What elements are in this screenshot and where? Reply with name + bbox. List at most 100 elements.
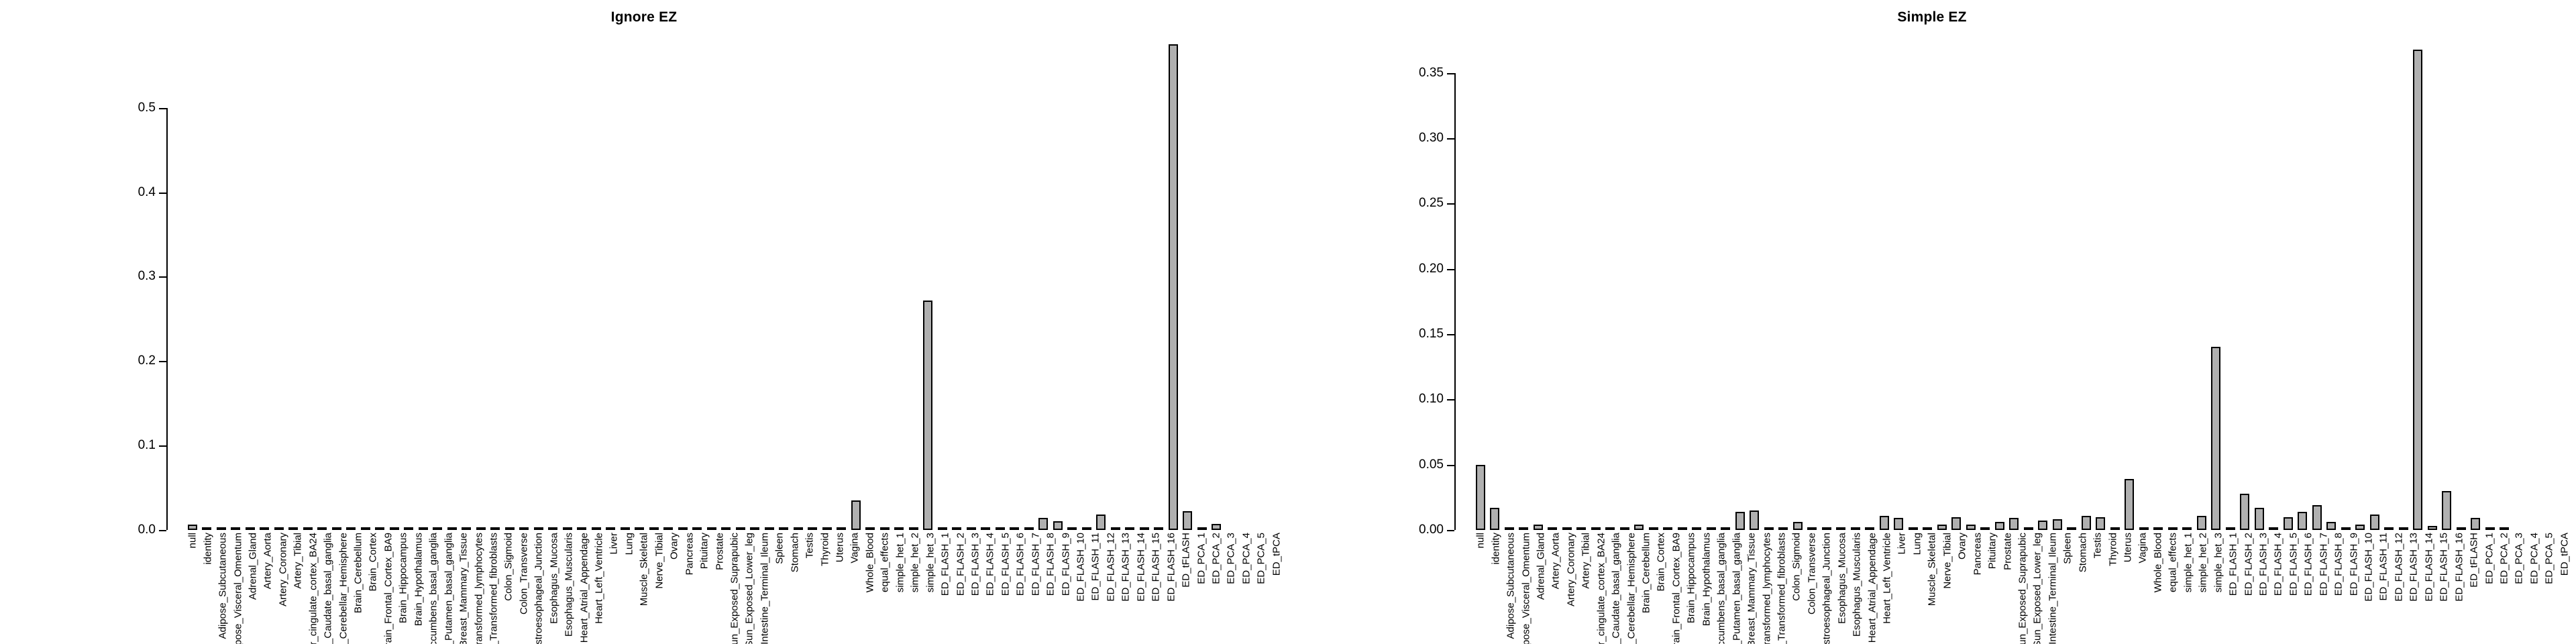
x-axis-tick-label: Cells_Transformed_fibroblasts bbox=[488, 533, 500, 644]
x-axis-tick-label: ED_FLASH_10 bbox=[2363, 533, 2375, 602]
bar bbox=[1591, 527, 1601, 530]
x-axis-tick-label: Artery_Tibial bbox=[292, 533, 304, 589]
bar bbox=[1490, 507, 1500, 530]
bar bbox=[2485, 527, 2495, 530]
x-label-slot: Nerve_Tibial bbox=[1940, 533, 1955, 644]
x-label-slot: ED_FLASH_7 bbox=[2316, 533, 2331, 644]
bar-slot bbox=[373, 40, 388, 530]
x-axis-tick-label: Skin_Sun_Exposed_Lower_leg bbox=[743, 533, 755, 644]
bar bbox=[1475, 464, 1485, 530]
x-label-slot: ED_FLASH_15 bbox=[1148, 533, 1163, 644]
x-label-slot: Vagina bbox=[847, 533, 862, 644]
x-label-slot: Heart_Atrial_Appendage bbox=[1864, 533, 1879, 644]
bar-slot bbox=[1978, 40, 1993, 530]
x-label-slot: ED_PCA_3 bbox=[2512, 533, 2526, 644]
x-label-slot: Small_Intestine_Terminal_Ileum bbox=[2045, 533, 2060, 644]
x-axis-tick-label: Esophagus_Muscularis bbox=[563, 533, 575, 637]
bar-slot bbox=[2498, 40, 2512, 530]
bar bbox=[2139, 527, 2149, 530]
bar bbox=[1504, 527, 1514, 530]
bar-slot bbox=[416, 40, 431, 530]
bar-slot bbox=[1094, 40, 1109, 530]
bar-slot bbox=[2021, 40, 2036, 530]
x-axis-tick-label: Skin_Not_Sun_Exposed_Suprapubic bbox=[729, 533, 741, 644]
x-axis-tick-label: ED_PCA_4 bbox=[2528, 533, 2540, 584]
x-axis-tick-label: ED_FLASH_7 bbox=[1030, 533, 1042, 596]
bar-slot bbox=[2454, 40, 2469, 530]
bar-slot bbox=[1166, 40, 1181, 530]
bar bbox=[721, 527, 731, 530]
bar-slot bbox=[1819, 40, 1834, 530]
y-tick-mark bbox=[1447, 203, 1454, 205]
y-tick-label: 0.20 bbox=[1419, 261, 1444, 276]
bar-slot bbox=[1546, 40, 1560, 530]
bar bbox=[331, 527, 341, 530]
x-axis-tick-label: Colon_Transverse bbox=[518, 533, 530, 614]
x-axis-tick-label: simple_het_1 bbox=[2182, 533, 2194, 593]
x-axis-tick-label: Skin_Not_Sun_Exposed_Suprapubic bbox=[2017, 533, 2029, 644]
x-label-slot: Brain_Caudate_basal_ganglia bbox=[1609, 533, 1623, 644]
x-label-slot: Testis bbox=[802, 533, 817, 644]
bar-slot bbox=[474, 40, 488, 530]
bar-slot bbox=[2194, 40, 2209, 530]
bar-slot bbox=[1935, 40, 1949, 530]
panel-ignore-ez: Ignore EZ 0.0 0.1 0.2 0.3 0.4 0.5 null identit… bbox=[127, 9, 1283, 644]
bar-slot bbox=[791, 40, 806, 530]
y-tick-mark bbox=[1447, 72, 1454, 74]
bar bbox=[187, 525, 197, 530]
bar bbox=[433, 527, 443, 530]
bar bbox=[2312, 505, 2322, 530]
bar bbox=[865, 527, 875, 530]
bar bbox=[1966, 525, 1976, 530]
x-label-slot: ED_FLASH_15 bbox=[2436, 533, 2451, 644]
bar bbox=[2384, 527, 2394, 530]
x-label-slot: ED_PCA_4 bbox=[1239, 533, 1254, 644]
bar-slot bbox=[1589, 40, 1603, 530]
x-label-slot: ED_FLASH_5 bbox=[998, 533, 1013, 644]
plot-area-ignore-ez: 0.0 0.1 0.2 0.3 0.4 0.5 bbox=[127, 40, 1228, 537]
bar-slot bbox=[2209, 40, 2224, 530]
bar-slot bbox=[272, 40, 286, 530]
x-axis-tick-label: ED_FLASH_3 bbox=[969, 533, 981, 596]
x-axis-tick-label: identity bbox=[202, 533, 214, 565]
x-axis-tick-label: ED_FLASH_6 bbox=[1014, 533, 1026, 596]
bar bbox=[1634, 525, 1644, 530]
bar-slot bbox=[2050, 40, 2065, 530]
bar-slot bbox=[243, 40, 258, 530]
bar bbox=[1010, 527, 1020, 530]
bar bbox=[2471, 518, 2481, 530]
bar bbox=[879, 527, 890, 530]
x-label-slot: ED_PCA_4 bbox=[2527, 533, 2542, 644]
bar bbox=[1980, 527, 1990, 530]
x-axis-tick-label: ED_FLASH_12 bbox=[2393, 533, 2405, 602]
x-axis-tick-label: ED_FLASH_5 bbox=[1000, 533, 1012, 596]
x-axis-tick-label: Pituitary bbox=[1986, 533, 1998, 570]
bar bbox=[2283, 517, 2293, 530]
x-label-slot: Esophagus_Gastroesophageal_Junction bbox=[1819, 533, 1834, 644]
x-label-slot: Cells_Transformed_fibroblasts bbox=[1774, 533, 1789, 644]
x-axis-tick-label: Small_Intestine_Terminal_Ileum bbox=[759, 533, 771, 644]
x-label-slot: Stomach bbox=[788, 533, 802, 644]
x-label-slot: Artery_Aorta bbox=[260, 533, 275, 644]
x-axis-tick-label: Brain_Hypothalamus bbox=[1701, 533, 1713, 627]
bar-slot bbox=[1517, 40, 1532, 530]
x-label-slot: Esophagus_Muscularis bbox=[561, 533, 576, 644]
x-axis-tick-label: Esophagus_Gastroesophageal_Junction bbox=[533, 533, 545, 644]
bar-slot bbox=[546, 40, 561, 530]
x-axis-tick-label: ED_FLASH_9 bbox=[2348, 533, 2360, 596]
bar bbox=[2355, 525, 2365, 530]
x-label-slot: Brain_Nucleus_accumbens_basal_ganglia bbox=[426, 533, 441, 644]
bar bbox=[2096, 517, 2106, 530]
x-label-slot: Cells_EBV-transformed_lymphocytes bbox=[471, 533, 486, 644]
bar-slot bbox=[2339, 40, 2353, 530]
x-axis-tick-label: Brain_Caudate_basal_ganglia bbox=[322, 533, 334, 644]
bar bbox=[1706, 527, 1716, 530]
bar bbox=[2456, 527, 2466, 530]
bar-slot bbox=[604, 40, 619, 530]
bar bbox=[1212, 524, 1222, 530]
bar bbox=[1168, 44, 1178, 530]
x-label-slot: Liver bbox=[1894, 533, 1909, 644]
bar-slot bbox=[2396, 40, 2411, 530]
bar bbox=[360, 527, 370, 530]
x-label-slot: ED_FLASH_8 bbox=[1043, 533, 1058, 644]
